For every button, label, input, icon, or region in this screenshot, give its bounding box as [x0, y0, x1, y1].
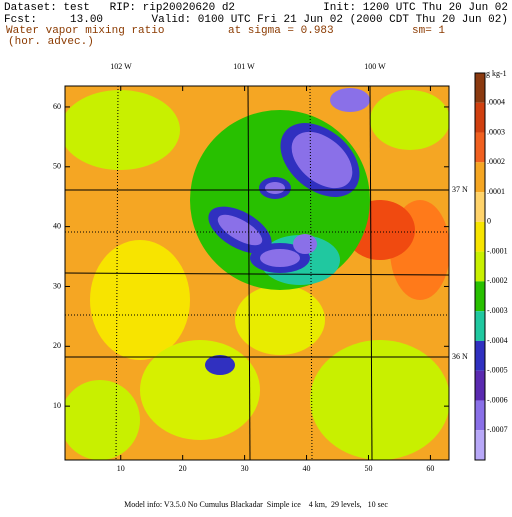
colorbar-label: -.0002	[487, 276, 508, 285]
x-tick-label: 10	[117, 464, 125, 473]
colorbar-swatch	[475, 340, 485, 371]
colorbar-label: .0002	[487, 157, 505, 166]
colorbar-swatch	[475, 102, 485, 133]
x-tick-label: 20	[179, 464, 187, 473]
colorbar-label: .0003	[487, 127, 505, 136]
colorbar-swatch	[475, 251, 485, 282]
boundaries	[64, 85, 450, 461]
y-tick-label: 20	[53, 341, 61, 350]
lat-label: 36 N	[452, 352, 468, 361]
colorbar-label: -.0007	[487, 425, 508, 434]
colorbar-swatch	[475, 400, 485, 431]
x-tick-label: 50	[364, 464, 372, 473]
colorbar-unit: g kg-1	[486, 69, 507, 78]
lat-label: 37 N	[452, 185, 468, 194]
valid: Valid: 0100 UTC Fri 21 Jun 02 (2000 CDT …	[152, 14, 508, 26]
colorbar-label: .0001	[487, 187, 505, 196]
smooth: sm= 1	[412, 25, 445, 37]
y-tick-label: 40	[53, 221, 61, 230]
colorbar-swatch	[475, 311, 485, 341]
colorbar-label: .0004	[487, 98, 505, 107]
note: (hor. advec.)	[8, 36, 94, 48]
colorbar-swatch	[475, 281, 485, 312]
y-tick-label: 30	[53, 281, 61, 290]
colorbar-swatch	[475, 370, 485, 401]
x-tick-label: 30	[241, 464, 249, 473]
frame	[64, 85, 450, 461]
lon-label: 102 W	[110, 62, 132, 71]
colorbar-swatch	[475, 132, 485, 163]
colorbar-label: -.0005	[487, 366, 508, 375]
colorbar-label: -.0003	[487, 306, 508, 315]
fcst: Fcst: 13.00	[4, 14, 103, 26]
colorbar-label: -.0006	[487, 395, 508, 404]
lon-label: 101 W	[233, 62, 255, 71]
colorbar-label: -.0001	[487, 246, 508, 255]
y-tick-label: 10	[53, 401, 61, 410]
lon-label: 100 W	[364, 62, 386, 71]
dataset: Dataset: test RIP: rip20020620 d2	[4, 2, 235, 14]
colorbar-label: 0	[487, 217, 491, 226]
level: at sigma = 0.983	[228, 25, 334, 37]
y-tick-label: 60	[53, 102, 61, 111]
colorbar-swatch	[475, 73, 485, 103]
colorbar-frame	[474, 72, 486, 461]
footer: Model info: V3.5.0 No Cumulus Blackadar …	[124, 500, 388, 509]
colorbar-swatch	[475, 162, 485, 193]
colorbar-swatch	[475, 221, 485, 252]
x-tick-label: 60	[426, 464, 434, 473]
field: Water vapor mixing ratio	[6, 25, 164, 37]
y-tick-label: 50	[53, 162, 61, 171]
colorbar-swatch	[475, 192, 485, 222]
init: Init: 1200 UTC Thu 20 Jun 02	[323, 2, 508, 14]
colorbar-swatch	[475, 430, 485, 460]
colorbar-label: -.0004	[487, 336, 508, 345]
x-tick-label: 40	[303, 464, 311, 473]
